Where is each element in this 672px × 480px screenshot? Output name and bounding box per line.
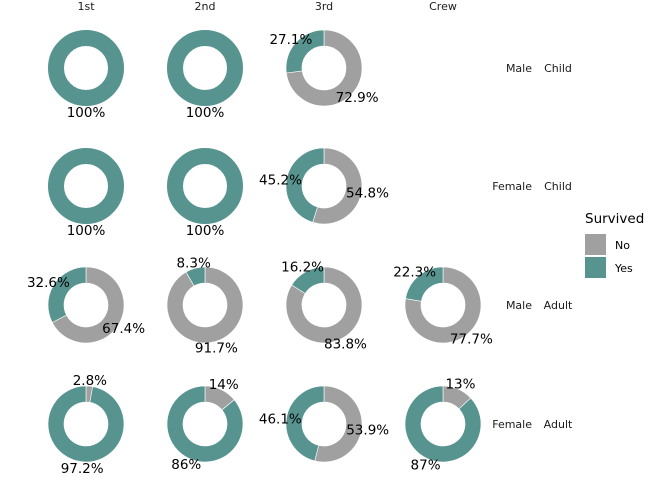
- column-header-3rd: 3rd: [315, 0, 333, 13]
- slice-label-yes: 100%: [186, 105, 225, 121]
- slice-label-no: 54.8%: [346, 186, 389, 202]
- slice-label-yes: 45.2%: [259, 172, 302, 188]
- donut-slice-no: [312, 147, 363, 225]
- donut-slice-no: [51, 266, 125, 344]
- donut-panel: 67.4% 32.6%: [27, 266, 145, 344]
- donut-panel: 2.8% 97.2%: [47, 373, 125, 477]
- donut-slice-yes: [404, 385, 482, 463]
- slice-label-yes: 27.1%: [269, 32, 312, 48]
- donut-slice-yes: [47, 385, 125, 463]
- donut-slice-yes: [166, 385, 244, 463]
- slice-label-yes: 8.3%: [177, 255, 211, 271]
- slice-label-yes: 46.1%: [259, 412, 302, 428]
- slice-label-no: 72.9%: [336, 90, 379, 106]
- row-label-age-child: Child: [544, 62, 572, 75]
- donut-slice-yes: [167, 148, 243, 224]
- donut-panel: 91.7% 8.3%: [166, 255, 244, 357]
- slice-label-no: 91.7%: [195, 341, 238, 357]
- slice-label-yes: 86%: [171, 457, 201, 473]
- column-header-crew: Crew: [429, 0, 457, 13]
- donut-panel: 72.9% 27.1%: [269, 29, 379, 107]
- donut-panel: 54.8% 45.2%: [259, 147, 389, 225]
- slice-label-no: 67.4%: [102, 321, 145, 337]
- row-label-sex-male: Male: [506, 62, 532, 75]
- donut-slice-yes: [291, 266, 325, 294]
- row-label-sex-female: Female: [492, 418, 532, 431]
- slice-label-no: 2.8%: [73, 373, 107, 389]
- donut-slice-yes: [167, 30, 243, 106]
- row-label-sex-female: Female: [492, 180, 532, 193]
- donut-panel: 100%: [167, 30, 243, 121]
- donut-panel: 77.7% 22.3%: [393, 264, 493, 347]
- legend-label-yes: Yes: [614, 262, 633, 275]
- donut-slice-yes: [48, 30, 124, 106]
- slice-label-no: 83.8%: [324, 336, 367, 352]
- donut-slice-no: [404, 266, 482, 344]
- row-labels: Male Child Female Child Male Adult Female Adult: [492, 62, 573, 431]
- slice-label-yes: 100%: [67, 223, 106, 239]
- column-header-1st: 1st: [77, 0, 95, 13]
- column-headers: 1st 2nd 3rd Crew: [77, 0, 456, 13]
- donut-slice-no: [285, 266, 363, 344]
- donut-slice-yes: [48, 148, 124, 224]
- donut-panel: 14% 86%: [166, 377, 244, 473]
- donut-slice-yes: [285, 385, 325, 462]
- legend-title: Survived: [585, 211, 644, 227]
- slice-label-no: 14%: [209, 377, 239, 393]
- slice-label-yes: 87%: [411, 457, 441, 473]
- slice-label-yes: 97.2%: [61, 461, 104, 477]
- legend-swatch-yes: [585, 257, 606, 278]
- row-label-age-adult: Adult: [544, 299, 573, 312]
- donut-panel: 100%: [48, 148, 124, 239]
- slice-label-no: 13%: [445, 377, 475, 393]
- donut-slice-yes: [285, 147, 325, 223]
- slice-label-no: 77.7%: [450, 332, 493, 348]
- donut-panel: 83.8% 16.2%: [281, 260, 367, 353]
- donut-slice-no: [166, 266, 244, 344]
- donut-slice-yes: [405, 266, 444, 302]
- donut-panels: 100% 100% 72.9% 27.1% 100% 100% 54.8% 45.2% 67.4…: [27, 29, 493, 477]
- donut-slice-yes: [185, 266, 206, 287]
- slice-label-yes: 22.3%: [393, 264, 436, 280]
- slice-label-yes: 100%: [186, 223, 225, 239]
- row-label-age-adult: Adult: [544, 418, 573, 431]
- donut-slice-no: [285, 29, 363, 107]
- row-label-age-child: Child: [544, 180, 572, 193]
- donut-panel: 100%: [167, 148, 243, 239]
- donut-panel: 100%: [48, 30, 124, 121]
- legend: Survived No Yes: [585, 211, 644, 278]
- legend-swatch-no: [585, 234, 606, 255]
- slice-label-no: 53.9%: [346, 422, 389, 438]
- donut-slice-yes: [47, 266, 87, 323]
- slice-label-yes: 32.6%: [27, 275, 70, 291]
- donut-slice-no: [314, 385, 363, 463]
- donut-slice-yes: [285, 29, 325, 74]
- donut-panel: 13% 87%: [404, 377, 482, 473]
- slice-label-yes: 100%: [67, 105, 106, 121]
- slice-label-yes: 16.2%: [281, 260, 324, 276]
- donut-panel: 53.9% 46.1%: [259, 385, 389, 463]
- legend-label-no: No: [615, 239, 630, 252]
- row-label-sex-male: Male: [506, 299, 532, 312]
- column-header-2nd: 2nd: [195, 0, 216, 13]
